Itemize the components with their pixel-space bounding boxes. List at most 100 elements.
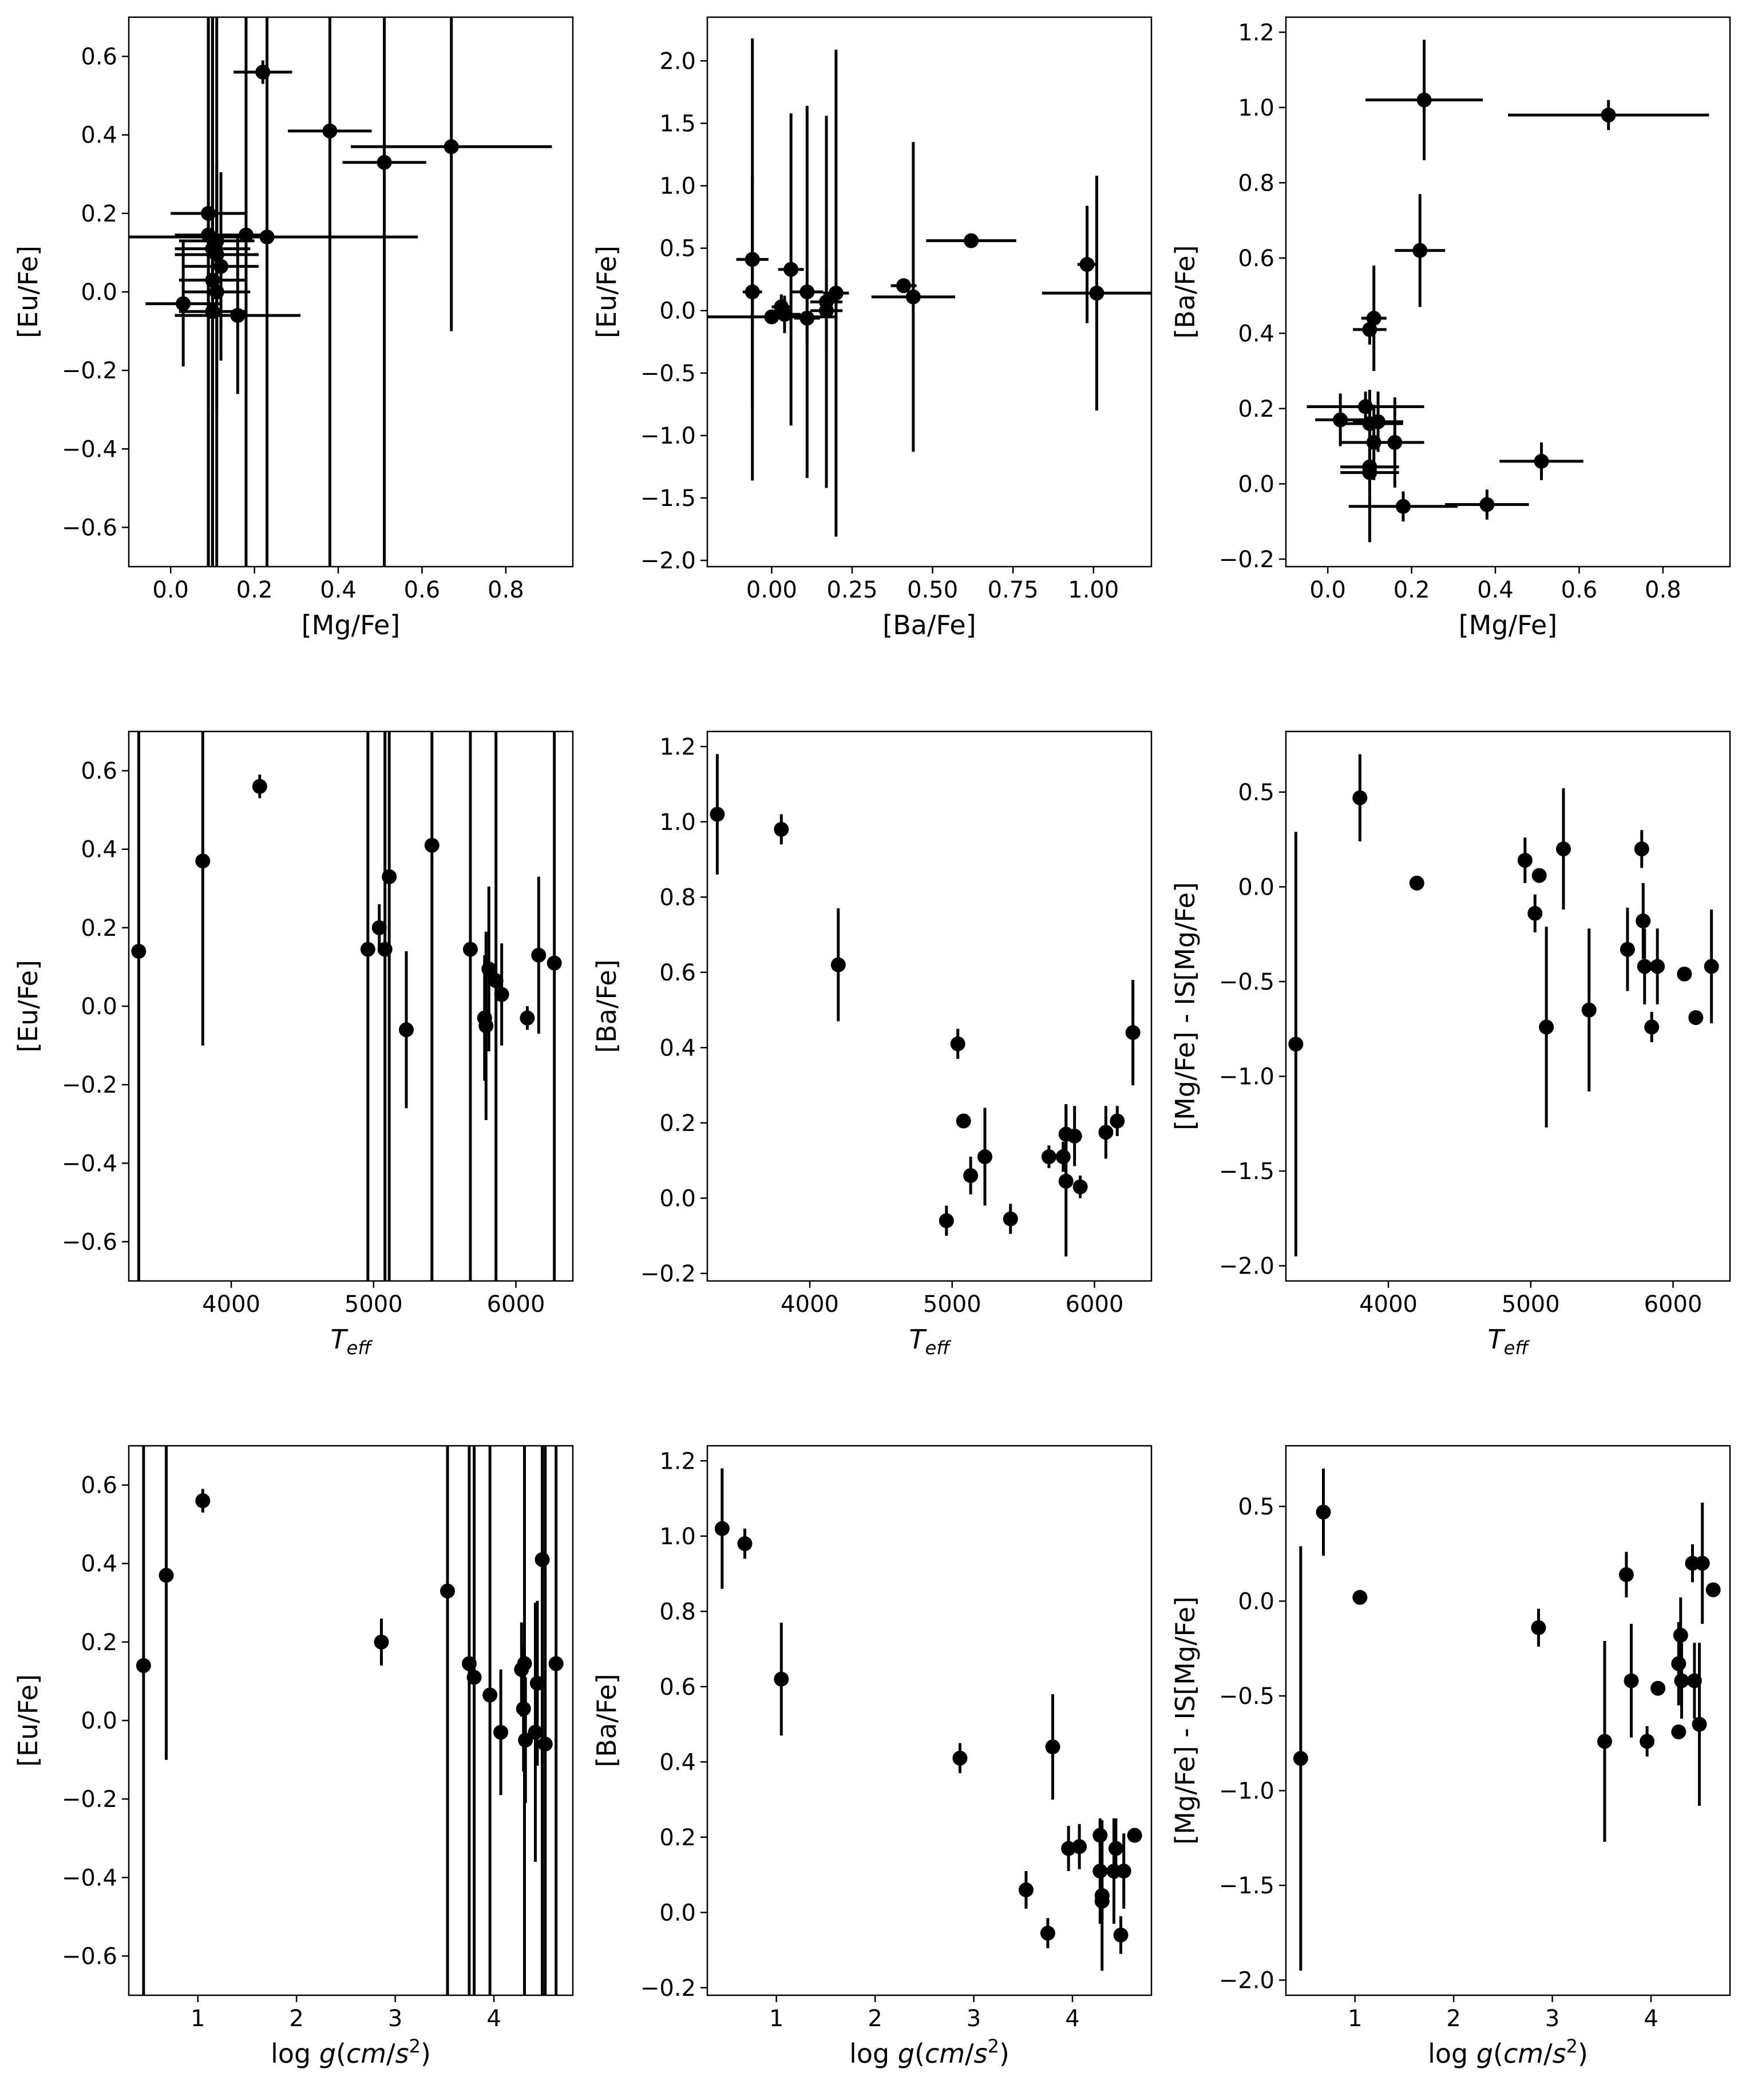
y-tick-label: 0.4 <box>81 837 117 863</box>
y-tick-label: −1.0 <box>1219 1778 1274 1804</box>
data-point <box>1674 1673 1689 1688</box>
x-axis-label: log g(cm/s2) <box>1428 2035 1588 2069</box>
y-tick-label: 0.5 <box>659 236 696 262</box>
y-tick-label: −0.5 <box>640 361 696 387</box>
data-point <box>195 1493 211 1508</box>
data-point <box>1072 1179 1088 1195</box>
x-tick-label: 6000 <box>1644 1291 1703 1318</box>
data-point <box>1531 1620 1546 1635</box>
x-tick-label: 0.25 <box>827 577 878 603</box>
data-point <box>737 1536 753 1551</box>
data-point <box>1671 1656 1686 1671</box>
y-tick-label: −0.6 <box>62 1943 117 1970</box>
data-point <box>382 869 397 884</box>
y-tick-label: −0.2 <box>62 1072 117 1098</box>
y-tick-label: −2.0 <box>1219 1968 1274 1994</box>
x-tick-label: 0.2 <box>1393 577 1430 603</box>
y-tick-label: −0.4 <box>62 436 117 462</box>
x-axis-label: log g(cm/s2) <box>849 2035 1009 2069</box>
data-point <box>238 227 254 243</box>
y-tick-label: 2.0 <box>659 48 696 74</box>
y-tick-label: −1.5 <box>1219 1158 1274 1185</box>
y-axis-label: [Eu/Fe] <box>13 1674 43 1767</box>
data-point <box>1637 959 1652 974</box>
data-point <box>478 1018 494 1034</box>
data-point <box>1018 1882 1034 1897</box>
data-point <box>1127 1828 1142 1843</box>
data-point <box>481 961 497 976</box>
x-axis-label: Teff <box>1488 1324 1531 1359</box>
y-tick-label: 0.0 <box>1238 874 1274 900</box>
x-tick-label: 5000 <box>923 1291 981 1318</box>
y-tick-label: −0.2 <box>640 1975 696 2002</box>
data-point <box>424 837 440 853</box>
data-point <box>1677 966 1692 982</box>
y-tick-label: −1.0 <box>1219 1063 1274 1090</box>
data-point <box>1704 959 1719 974</box>
x-tick-label: 5000 <box>345 1291 403 1318</box>
data-point <box>1597 1734 1612 1749</box>
x-tick-label: 0.6 <box>1561 577 1598 603</box>
data-point <box>176 296 191 311</box>
data-point <box>956 1113 971 1129</box>
x-tick-label: 0.4 <box>1477 577 1514 603</box>
data-point <box>520 1010 535 1026</box>
data-point <box>963 1168 979 1183</box>
x-tick-label: 0.4 <box>320 577 357 603</box>
data-point <box>1634 841 1649 857</box>
y-axis-label: [Ba/Fe] <box>1170 245 1201 338</box>
y-axis-label: [Mg/Fe] - IS[Mg/Fe] <box>1170 882 1201 1130</box>
data-point <box>783 262 799 277</box>
data-point <box>1113 1927 1129 1943</box>
panel-eu-vs-teff: 4000 5000 6000 −0.6 −0.4 −0.2 0.0 0.2 0.4 0.6 Teff… <box>13 730 574 1359</box>
data-point <box>360 942 375 957</box>
data-point <box>1072 1839 1087 1854</box>
y-axis-label: [Eu/Fe] <box>13 960 43 1053</box>
panel-eu-vs-mg: 0.0 0.2 0.4 0.6 0.8−0.6−0.4−0.20.00.20.40.6[… <box>13 16 574 640</box>
y-tick-label: −1.0 <box>640 423 696 449</box>
data-point <box>1620 942 1635 957</box>
data-point <box>710 806 725 822</box>
data-point <box>819 303 834 318</box>
data-point <box>1601 107 1616 122</box>
data-point <box>230 308 246 323</box>
data-point <box>1094 1893 1110 1909</box>
data-point <box>1079 257 1095 272</box>
data-point <box>209 284 224 299</box>
data-point <box>1644 1019 1660 1035</box>
y-axis-label: [Eu/Fe] <box>13 246 43 338</box>
data-point <box>939 1213 954 1228</box>
data-points <box>1288 754 1719 1256</box>
y-tick-label: 0.6 <box>81 758 117 785</box>
data-point <box>1705 1582 1721 1597</box>
data-point <box>1089 286 1104 301</box>
x-tick-label: 0.6 <box>404 577 441 603</box>
x-tick-label: 2 <box>868 2006 882 2032</box>
x-tick-label: 3 <box>1545 2006 1559 2032</box>
y-tick-label: −2.0 <box>640 548 696 574</box>
data-point <box>1352 1589 1368 1605</box>
data-point <box>1409 875 1424 891</box>
data-point <box>1618 1567 1634 1583</box>
panel-mgdiff-vs-logg: 1 2 3 4 −2.0 −1.5 −1.0 −0.5 0.0 0.5 log g(cm/s2) [M… <box>1170 1445 1731 2069</box>
data-point <box>714 1521 730 1536</box>
y-tick-label: 0.8 <box>659 884 696 911</box>
data-point <box>977 1149 992 1165</box>
data-point <box>799 284 815 299</box>
data-point <box>1092 1864 1108 1879</box>
data-point <box>1412 243 1428 258</box>
y-tick-label: 0.8 <box>659 1599 696 1625</box>
x-tick-label: 0.0 <box>1309 577 1346 603</box>
x-tick-label: 0.8 <box>488 577 524 603</box>
panel-mgdiff-vs-teff: 4000 5000 6000 −2.0 −1.5 −1.0 −0.5 0.0 0.5 Teff [M… <box>1170 730 1731 1359</box>
data-point <box>1556 841 1571 857</box>
axes-frame <box>706 16 1153 568</box>
data-point <box>764 309 779 325</box>
data-point <box>1539 1019 1554 1035</box>
data-point <box>159 1568 174 1583</box>
y-tick-label: 1.2 <box>659 734 696 760</box>
y-tick-label: −0.4 <box>62 1150 117 1177</box>
y-axis-label: [Ba/Fe] <box>591 1674 622 1767</box>
x-tick-label: 4 <box>1065 2006 1079 2032</box>
